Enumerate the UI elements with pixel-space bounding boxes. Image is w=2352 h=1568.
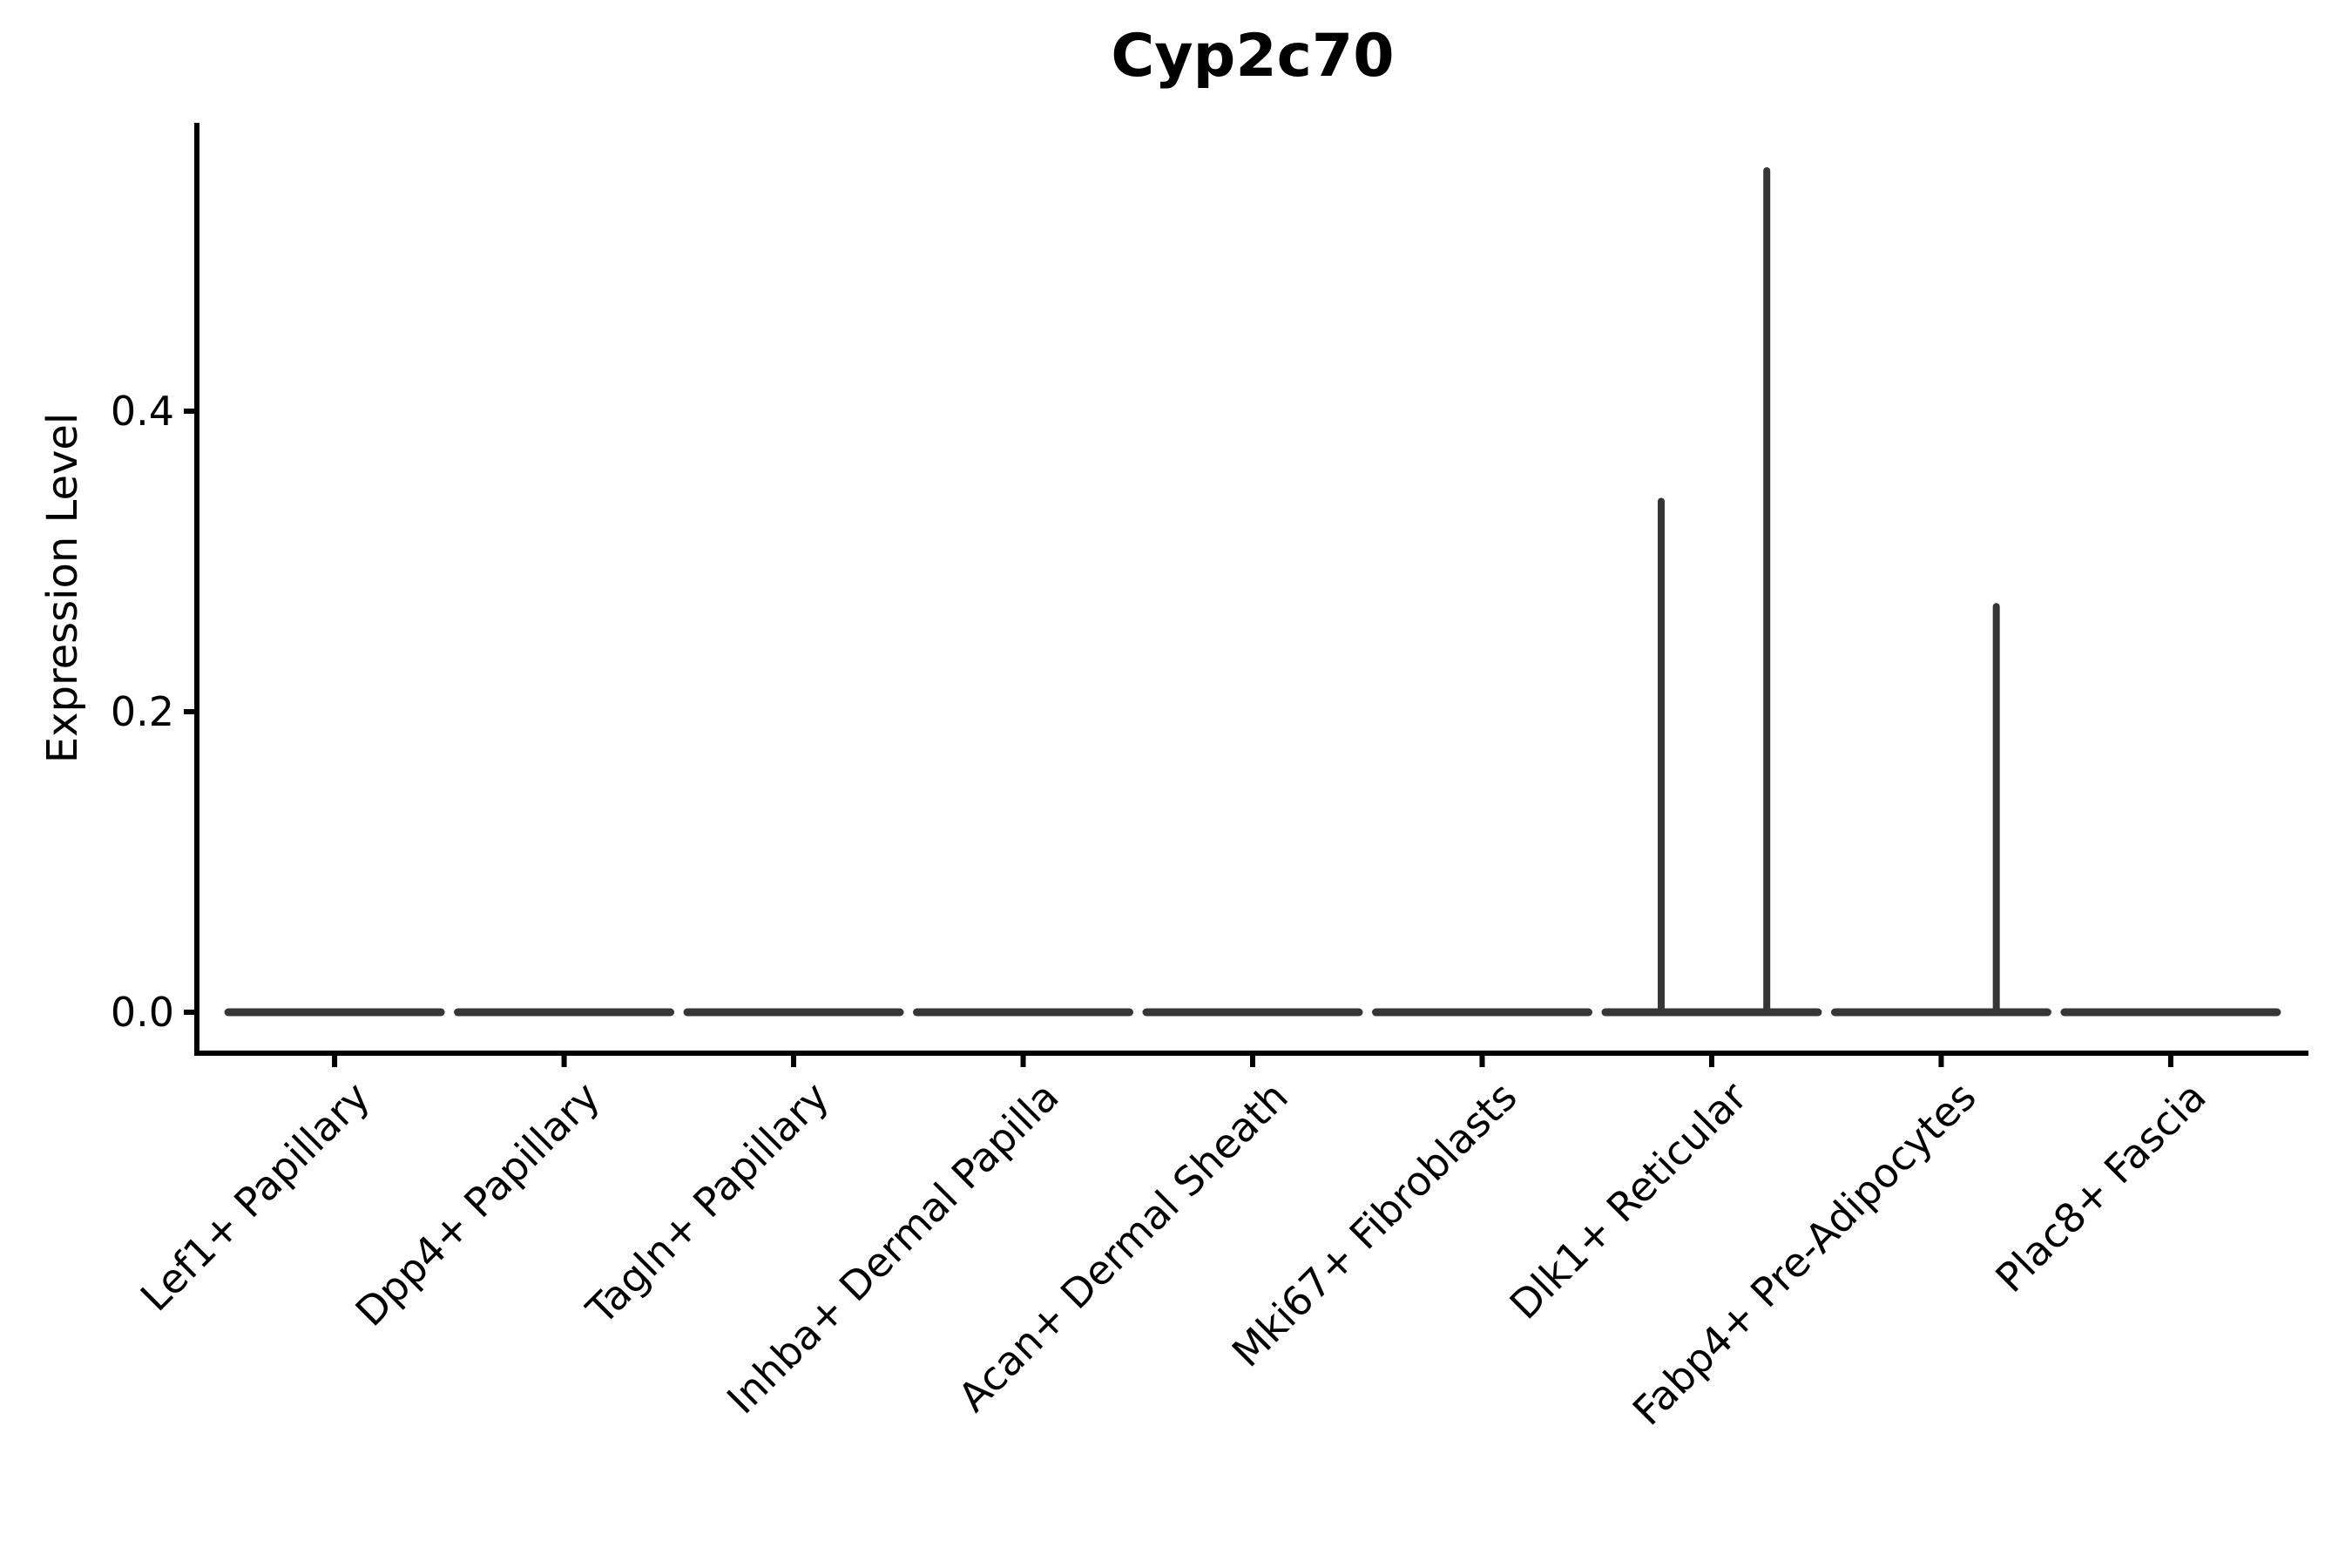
y-tick-label: 0.0 [110,989,174,1036]
y-tick-label: 0.2 [110,688,174,735]
chart-title: Cyp2c70 [1111,22,1395,91]
y-tick-label: 0.4 [110,388,174,435]
